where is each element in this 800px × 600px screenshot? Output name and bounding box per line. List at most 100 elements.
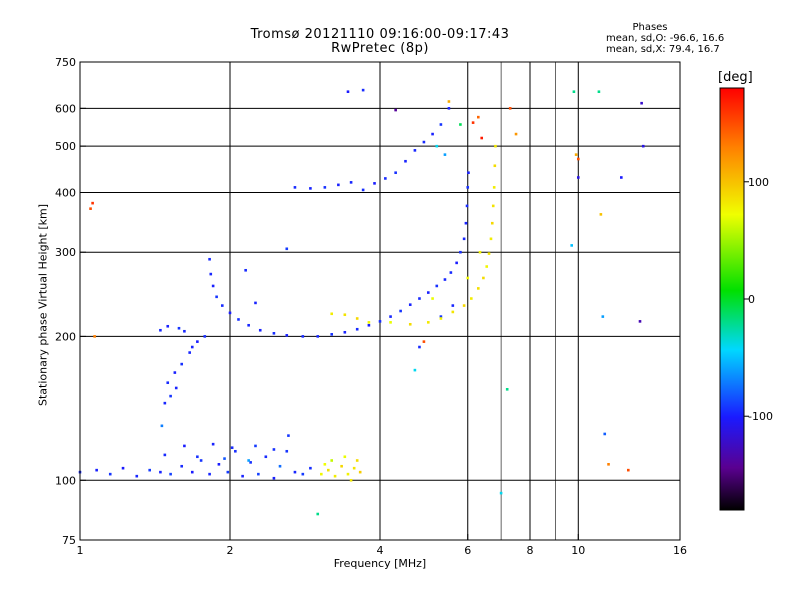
data-point: [223, 457, 226, 460]
data-point: [418, 345, 421, 349]
data-point: [254, 444, 257, 448]
data-point: [459, 123, 462, 126]
data-point: [258, 328, 262, 332]
data-point: [384, 177, 387, 180]
data-point: [576, 157, 580, 161]
data-point: [459, 250, 462, 254]
data-point: [337, 183, 340, 187]
data-point: [426, 291, 430, 294]
x-tick-label: 2: [227, 544, 234, 557]
plot-grid: [80, 62, 680, 540]
data-point: [358, 470, 362, 474]
data-point: [220, 304, 224, 307]
data-point: [426, 321, 430, 324]
data-point: [505, 388, 509, 391]
data-point: [443, 278, 447, 281]
y-tick-label: 750: [55, 56, 76, 69]
data-point: [320, 472, 323, 476]
data-point: [323, 463, 327, 466]
data-point: [249, 461, 252, 464]
x-tick-label: 8: [527, 544, 534, 557]
data-point: [413, 368, 417, 372]
data-point: [217, 463, 221, 466]
data-point: [367, 323, 371, 327]
data-point: [620, 176, 623, 179]
data-point: [491, 204, 495, 208]
data-point: [309, 466, 312, 470]
phase-stats-o: mean, sd,O: -96.6, 16.6: [606, 33, 725, 44]
data-point: [603, 432, 607, 436]
data-point: [95, 468, 98, 472]
data-point: [323, 186, 327, 189]
data-point: [208, 257, 211, 261]
data-point: [163, 401, 167, 405]
data-point: [487, 252, 491, 255]
data-point: [196, 340, 199, 343]
data-point: [489, 237, 493, 241]
data-points: [78, 88, 645, 516]
colorbar-tick-label: -100: [748, 410, 773, 423]
data-point: [439, 123, 443, 126]
data-point: [190, 345, 194, 349]
data-point: [355, 459, 359, 462]
data-point: [215, 295, 218, 299]
data-point: [490, 221, 494, 225]
data-point: [435, 284, 439, 288]
data-point: [108, 472, 112, 476]
data-point: [640, 101, 643, 105]
y-axis: 75 100 200 300 400 500 600 750: [55, 56, 86, 547]
data-point: [576, 176, 580, 179]
data-point: [418, 297, 421, 300]
data-point: [166, 324, 170, 328]
data-point: [287, 434, 290, 437]
data-point: [228, 311, 232, 315]
data-point: [346, 472, 350, 476]
data-point: [148, 468, 152, 472]
data-point: [447, 100, 451, 103]
data-point: [485, 265, 489, 268]
data-point: [183, 329, 186, 333]
data-point: [173, 371, 177, 374]
data-point: [301, 335, 305, 338]
data-point: [443, 153, 447, 156]
data-point: [431, 132, 434, 136]
data-point: [447, 107, 451, 110]
data-point: [330, 333, 334, 336]
data-point: [492, 186, 496, 189]
data-point: [599, 213, 603, 216]
data-point: [91, 201, 94, 205]
data-point: [247, 323, 250, 327]
data-point: [514, 132, 518, 136]
data-point: [399, 309, 402, 313]
data-point: [451, 304, 455, 307]
data-point: [413, 149, 417, 152]
data-point: [199, 459, 203, 462]
data-point: [254, 301, 257, 305]
data-point: [309, 187, 312, 190]
data-point: [230, 446, 234, 449]
data-point: [343, 330, 347, 334]
data-point: [93, 335, 96, 338]
data-point: [471, 121, 475, 124]
y-tick-label: 600: [55, 102, 76, 115]
data-point: [293, 186, 297, 189]
data-point: [211, 284, 215, 288]
data-point: [451, 310, 455, 314]
data-point: [389, 315, 392, 318]
data-point: [264, 455, 268, 459]
data-point: [349, 181, 353, 184]
colorbar-ticks: 100 0 -100: [744, 176, 773, 423]
data-point: [285, 334, 289, 337]
data-point: [361, 88, 365, 92]
x-tick-label: 1: [77, 544, 84, 557]
data-point: [208, 472, 211, 476]
data-point: [467, 171, 470, 175]
data-point: [422, 140, 426, 144]
data-point: [163, 453, 167, 457]
data-point: [570, 244, 573, 247]
data-point: [169, 472, 172, 476]
phase-stats-x: mean, sd,X: 79.4, 16.7: [606, 44, 720, 55]
data-point: [367, 321, 371, 324]
data-point: [135, 474, 139, 478]
data-point: [466, 186, 470, 189]
